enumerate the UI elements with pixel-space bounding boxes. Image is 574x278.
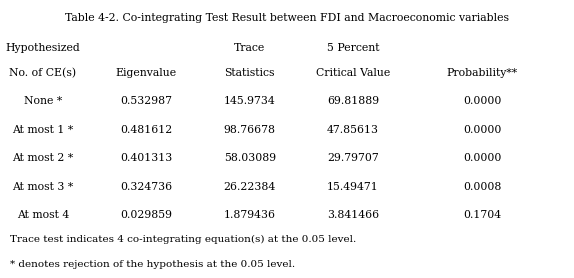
Text: 15.49471: 15.49471 <box>327 182 379 192</box>
Text: 0.324736: 0.324736 <box>121 182 172 192</box>
Text: 5 Percent: 5 Percent <box>327 43 379 53</box>
Text: 69.81889: 69.81889 <box>327 96 379 106</box>
Text: 145.9734: 145.9734 <box>224 96 276 106</box>
Text: 0.0000: 0.0000 <box>463 96 501 106</box>
Text: Critical Value: Critical Value <box>316 68 390 78</box>
Text: 0.0000: 0.0000 <box>463 153 501 163</box>
Text: 0.1704: 0.1704 <box>463 210 501 220</box>
Text: 0.481612: 0.481612 <box>120 125 173 135</box>
Text: * denotes rejection of the hypothesis at the 0.05 level.: * denotes rejection of the hypothesis at… <box>10 260 296 269</box>
Text: At most 4: At most 4 <box>17 210 69 220</box>
Text: Trace: Trace <box>234 43 265 53</box>
Text: At most 1 *: At most 1 * <box>13 125 73 135</box>
Text: 1.879436: 1.879436 <box>224 210 276 220</box>
Text: 0.0000: 0.0000 <box>463 125 501 135</box>
Text: 0.0008: 0.0008 <box>463 182 501 192</box>
Text: 0.029859: 0.029859 <box>121 210 172 220</box>
Text: Trace test indicates 4 co-integrating equation(s) at the 0.05 level.: Trace test indicates 4 co-integrating eq… <box>10 235 356 244</box>
Text: 29.79707: 29.79707 <box>327 153 379 163</box>
Text: Eigenvalue: Eigenvalue <box>116 68 177 78</box>
Text: 58.03089: 58.03089 <box>224 153 276 163</box>
Text: 26.22384: 26.22384 <box>223 182 276 192</box>
Text: Probability**: Probability** <box>447 68 518 78</box>
Text: Table 4-2. Co-integrating Test Result between FDI and Macroeconomic variables: Table 4-2. Co-integrating Test Result be… <box>65 13 509 23</box>
Text: 0.532987: 0.532987 <box>121 96 172 106</box>
Text: None *: None * <box>24 96 62 106</box>
Text: 0.401313: 0.401313 <box>120 153 173 163</box>
Text: Hypothesized: Hypothesized <box>6 43 80 53</box>
Text: 3.841466: 3.841466 <box>327 210 379 220</box>
Text: Statistics: Statistics <box>224 68 275 78</box>
Text: No. of CE(s): No. of CE(s) <box>10 68 76 78</box>
Text: 47.85613: 47.85613 <box>327 125 379 135</box>
Text: At most 2 *: At most 2 * <box>13 153 73 163</box>
Text: At most 3 *: At most 3 * <box>13 182 73 192</box>
Text: 98.76678: 98.76678 <box>224 125 276 135</box>
